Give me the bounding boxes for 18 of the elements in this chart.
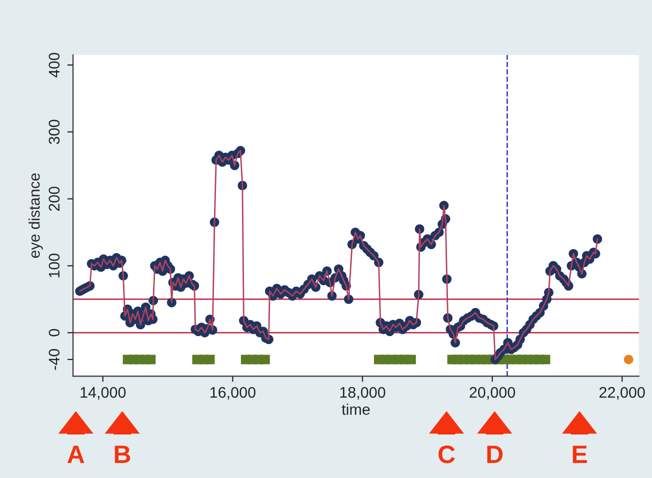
y-tick-label: 0 xyxy=(48,329,60,336)
text: B xyxy=(114,446,130,463)
y-tick-label: 400 xyxy=(48,52,60,78)
y-axis-title: eye distance xyxy=(28,173,43,258)
x-tick-label: 18,000 xyxy=(340,387,386,400)
text: A xyxy=(67,446,84,463)
x-tick-label: 20,000 xyxy=(470,387,516,400)
y-tick-label: 200 xyxy=(48,186,60,211)
text: C xyxy=(438,446,455,464)
x-tick-label: 14,000 xyxy=(80,387,126,400)
x-tick-label: 22,000 xyxy=(599,387,645,400)
y-tick-label: 300 xyxy=(48,120,60,144)
text: D xyxy=(487,446,503,463)
text: E xyxy=(572,446,587,463)
y-tick-label: 100 xyxy=(48,254,60,278)
y-tick-label: -40 xyxy=(48,349,60,370)
x-tick-label: 16,000 xyxy=(210,387,256,400)
x-axis-title: time xyxy=(342,404,370,415)
